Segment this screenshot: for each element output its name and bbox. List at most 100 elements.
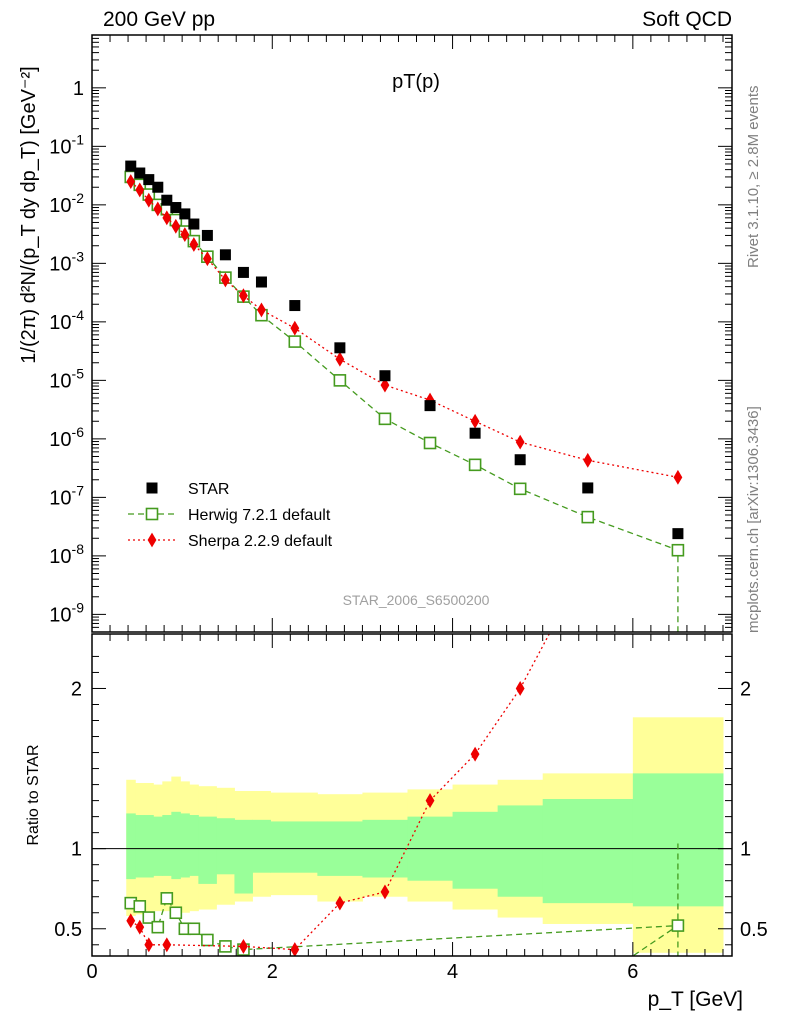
tick-exponent: -8 (72, 541, 85, 557)
ratio-plot-frame (91, 633, 733, 957)
star-point (134, 167, 146, 179)
herwig-point (671, 543, 685, 557)
x-tick-label: 0 (86, 961, 97, 983)
herwig-ratio-point (142, 911, 156, 924)
sherpa-ratio-point (126, 913, 136, 929)
tick-exponent: -7 (72, 482, 85, 498)
star-point (255, 276, 267, 288)
ratio-y-tick-label: 1 (71, 839, 82, 861)
sherpa-ratio-point (144, 937, 154, 953)
legend-label: STAR (188, 481, 229, 498)
green-band-bin (234, 819, 253, 894)
main-y-tick-label: 10-4 (49, 307, 84, 334)
green-band-bin (162, 815, 172, 876)
sherpa-point (144, 192, 154, 208)
green-band-bin (270, 821, 318, 873)
star-point (143, 174, 155, 186)
x-tick-label: 2 (267, 961, 278, 983)
star-point (188, 218, 200, 230)
green-band-bin (216, 818, 235, 875)
green-band-bin (252, 819, 271, 873)
main-y-tick-label: 10-8 (49, 541, 84, 568)
chart-title: pT(p) (392, 71, 440, 93)
header-right: Soft QCD (642, 8, 732, 31)
sherpa-point (189, 237, 199, 252)
sherpa-point (202, 251, 212, 267)
sherpa-ratio-point (425, 793, 435, 809)
herwig-ratio-point (201, 933, 214, 947)
herwig-ratio-point (671, 919, 685, 932)
main-plot-frame (91, 34, 733, 633)
tick-exponent: -5 (72, 365, 85, 381)
green-band-bin (497, 805, 544, 897)
ratio-axes: 0.5 0.5 1 1 2 2 0 2 4 6 (54, 634, 768, 983)
x-tick-label: 6 (627, 961, 638, 983)
star-point (582, 482, 594, 494)
sherpa-point (583, 452, 593, 468)
main-y-tick-label: 10-6 (49, 424, 84, 451)
main-y-tick-label: 10-7 (49, 482, 84, 509)
herwig-point (333, 374, 347, 387)
tick-exponent: -2 (72, 190, 85, 206)
sherpa-ratio-point (380, 884, 390, 900)
legend-label: Herwig 7.2.1 default (188, 507, 331, 524)
green-band-bin (144, 815, 154, 878)
legend: STAR Herwig 7.2.1 default Sherpa 2.2.9 def… (128, 481, 333, 550)
star-point (379, 370, 391, 382)
main-y-tick-label: 10-2 (49, 190, 84, 217)
main-y-axis-label: 1/(2π) d²N/(p_T dy dp_T) [GeV⁻²] (18, 66, 40, 363)
sherpa-point (380, 377, 390, 393)
tick-exponent: -6 (72, 424, 85, 440)
ratio-y-tick-label-right: 1 (740, 839, 751, 861)
green-band-bin (542, 799, 634, 904)
star-point (237, 266, 249, 278)
star-point (179, 208, 191, 220)
green-band-bin (153, 816, 163, 876)
herwig-ratio-line-ext (632, 929, 673, 956)
herwig-ratio-point (151, 920, 165, 934)
sherpa-point (335, 351, 345, 367)
green-band-bin (126, 813, 136, 880)
sherpa-point (470, 413, 480, 429)
sherpa-point (257, 302, 266, 318)
sherpa-point (515, 434, 525, 450)
sherpa-point (221, 272, 230, 288)
main-y-tick-label: 10-3 (49, 248, 84, 275)
star-point (672, 528, 684, 540)
herwig-point (468, 458, 482, 472)
ratio-y-tick-label: 2 (71, 678, 82, 700)
header-left: 200 GeV pp (103, 8, 216, 31)
ratio-plot-series (124, 634, 685, 956)
sherpa-ratio-point (239, 938, 248, 954)
sherpa-ratio-point (135, 919, 145, 935)
main-plot-series (124, 160, 685, 632)
green-band-bin (452, 811, 499, 889)
sherpa-ratio-point (335, 895, 345, 911)
tick-exponent: -4 (72, 307, 85, 323)
ratio-y-tick-label-right: 0.5 (740, 919, 768, 941)
sherpa-ratio-point (470, 746, 480, 762)
sherpa-line (130, 181, 679, 478)
legend-marker (145, 507, 159, 521)
sherpa-point (171, 218, 181, 234)
x-axis-label: p_T [GeV] (648, 988, 743, 1011)
green-band-bin (180, 813, 190, 878)
analysis-watermark: STAR_2006_S6500200 (343, 592, 490, 608)
star-point (289, 300, 301, 312)
star-point (514, 454, 526, 466)
star-point (334, 342, 346, 354)
ratio-y-tick-label-right: 2 (740, 678, 751, 700)
herwig-point (378, 412, 392, 426)
legend-marker (146, 482, 158, 494)
star-point (219, 249, 231, 261)
legend-marker (147, 532, 157, 548)
main-y-tick-label: 10-5 (49, 365, 84, 392)
sherpa-ratio-line-ext (519, 634, 550, 689)
green-band-bin (198, 816, 217, 884)
main-y-axis: 10-9 10-8 10-7 10-6 10-5 10-4 10-3 10-2 10-1 1 (49, 34, 732, 633)
green-band-bin (171, 811, 181, 880)
sherpa-point (673, 469, 683, 485)
green-band-bin (189, 815, 199, 876)
herwig-point (423, 436, 437, 450)
herwig-point (288, 335, 302, 348)
